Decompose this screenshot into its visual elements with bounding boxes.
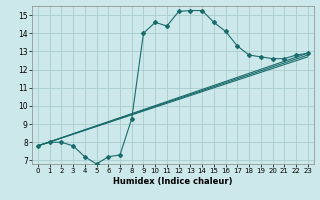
X-axis label: Humidex (Indice chaleur): Humidex (Indice chaleur) <box>113 177 233 186</box>
